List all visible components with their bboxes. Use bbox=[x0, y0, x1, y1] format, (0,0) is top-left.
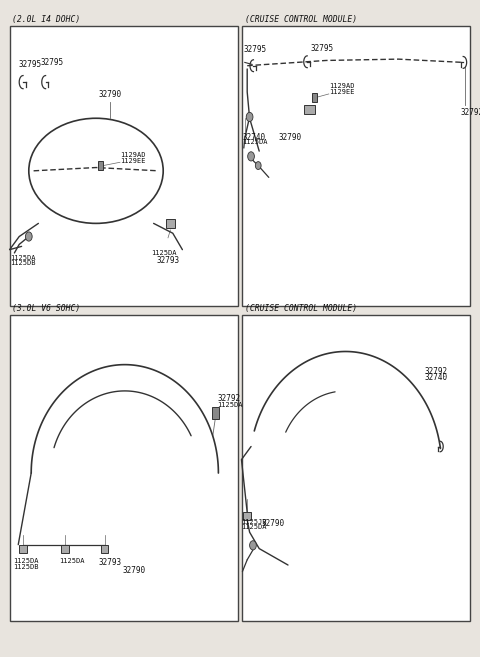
Bar bbox=[19, 545, 27, 553]
Text: 1125DA: 1125DA bbox=[13, 558, 39, 564]
Circle shape bbox=[250, 541, 256, 550]
Text: 32792: 32792 bbox=[461, 108, 480, 118]
Bar bbox=[10, 315, 238, 621]
Bar bbox=[61, 545, 69, 553]
Text: 32740: 32740 bbox=[425, 373, 448, 382]
Text: 1125DA: 1125DA bbox=[59, 558, 84, 564]
Bar bbox=[242, 26, 470, 306]
Text: (CRUISE CONTROL MODULE): (CRUISE CONTROL MODULE) bbox=[245, 15, 357, 24]
Text: 1125DA: 1125DA bbox=[217, 402, 243, 409]
Bar bbox=[101, 545, 108, 553]
Text: 32790: 32790 bbox=[278, 133, 301, 142]
Circle shape bbox=[248, 152, 254, 161]
Bar bbox=[312, 93, 317, 102]
Text: 1125DA: 1125DA bbox=[241, 524, 266, 530]
Text: 1125DA: 1125DA bbox=[242, 139, 268, 145]
Text: 1125DB: 1125DB bbox=[13, 564, 39, 570]
Text: 1125DA: 1125DA bbox=[11, 255, 36, 261]
Bar bbox=[166, 219, 175, 228]
Text: 32792: 32792 bbox=[425, 367, 448, 376]
Text: (3.0L V6 SOHC): (3.0L V6 SOHC) bbox=[12, 304, 80, 313]
Text: 1129AD: 1129AD bbox=[120, 152, 145, 158]
Text: 32790: 32790 bbox=[262, 519, 285, 528]
Circle shape bbox=[25, 232, 32, 241]
Bar bbox=[10, 26, 238, 306]
Text: 1129AD: 1129AD bbox=[329, 83, 354, 89]
Text: 32795: 32795 bbox=[311, 43, 334, 53]
Circle shape bbox=[246, 112, 253, 122]
Text: 32790: 32790 bbox=[122, 566, 145, 576]
Bar bbox=[304, 105, 315, 114]
Text: 1129EE: 1129EE bbox=[329, 89, 354, 95]
Bar bbox=[98, 160, 103, 170]
Bar bbox=[242, 315, 470, 621]
Text: 1125DB: 1125DB bbox=[11, 260, 36, 266]
Bar bbox=[212, 407, 218, 419]
Text: 32793: 32793 bbox=[99, 558, 122, 568]
Text: (2.0L I4 DOHC): (2.0L I4 DOHC) bbox=[12, 15, 80, 24]
Text: 1125JB: 1125JB bbox=[241, 519, 266, 525]
Text: 32792: 32792 bbox=[217, 394, 240, 403]
Text: 32795: 32795 bbox=[243, 45, 266, 54]
Text: 32793: 32793 bbox=[156, 256, 180, 265]
Text: 1125DA: 1125DA bbox=[151, 250, 177, 256]
Text: 32790: 32790 bbox=[98, 89, 121, 99]
Circle shape bbox=[255, 162, 261, 170]
Text: 32795: 32795 bbox=[18, 60, 41, 69]
Text: 1129EE: 1129EE bbox=[120, 158, 145, 164]
Bar bbox=[243, 512, 251, 520]
Text: 32740: 32740 bbox=[242, 133, 265, 142]
Text: 32795: 32795 bbox=[41, 58, 64, 67]
Text: (CRUISE CONTROL MODULE): (CRUISE CONTROL MODULE) bbox=[245, 304, 357, 313]
